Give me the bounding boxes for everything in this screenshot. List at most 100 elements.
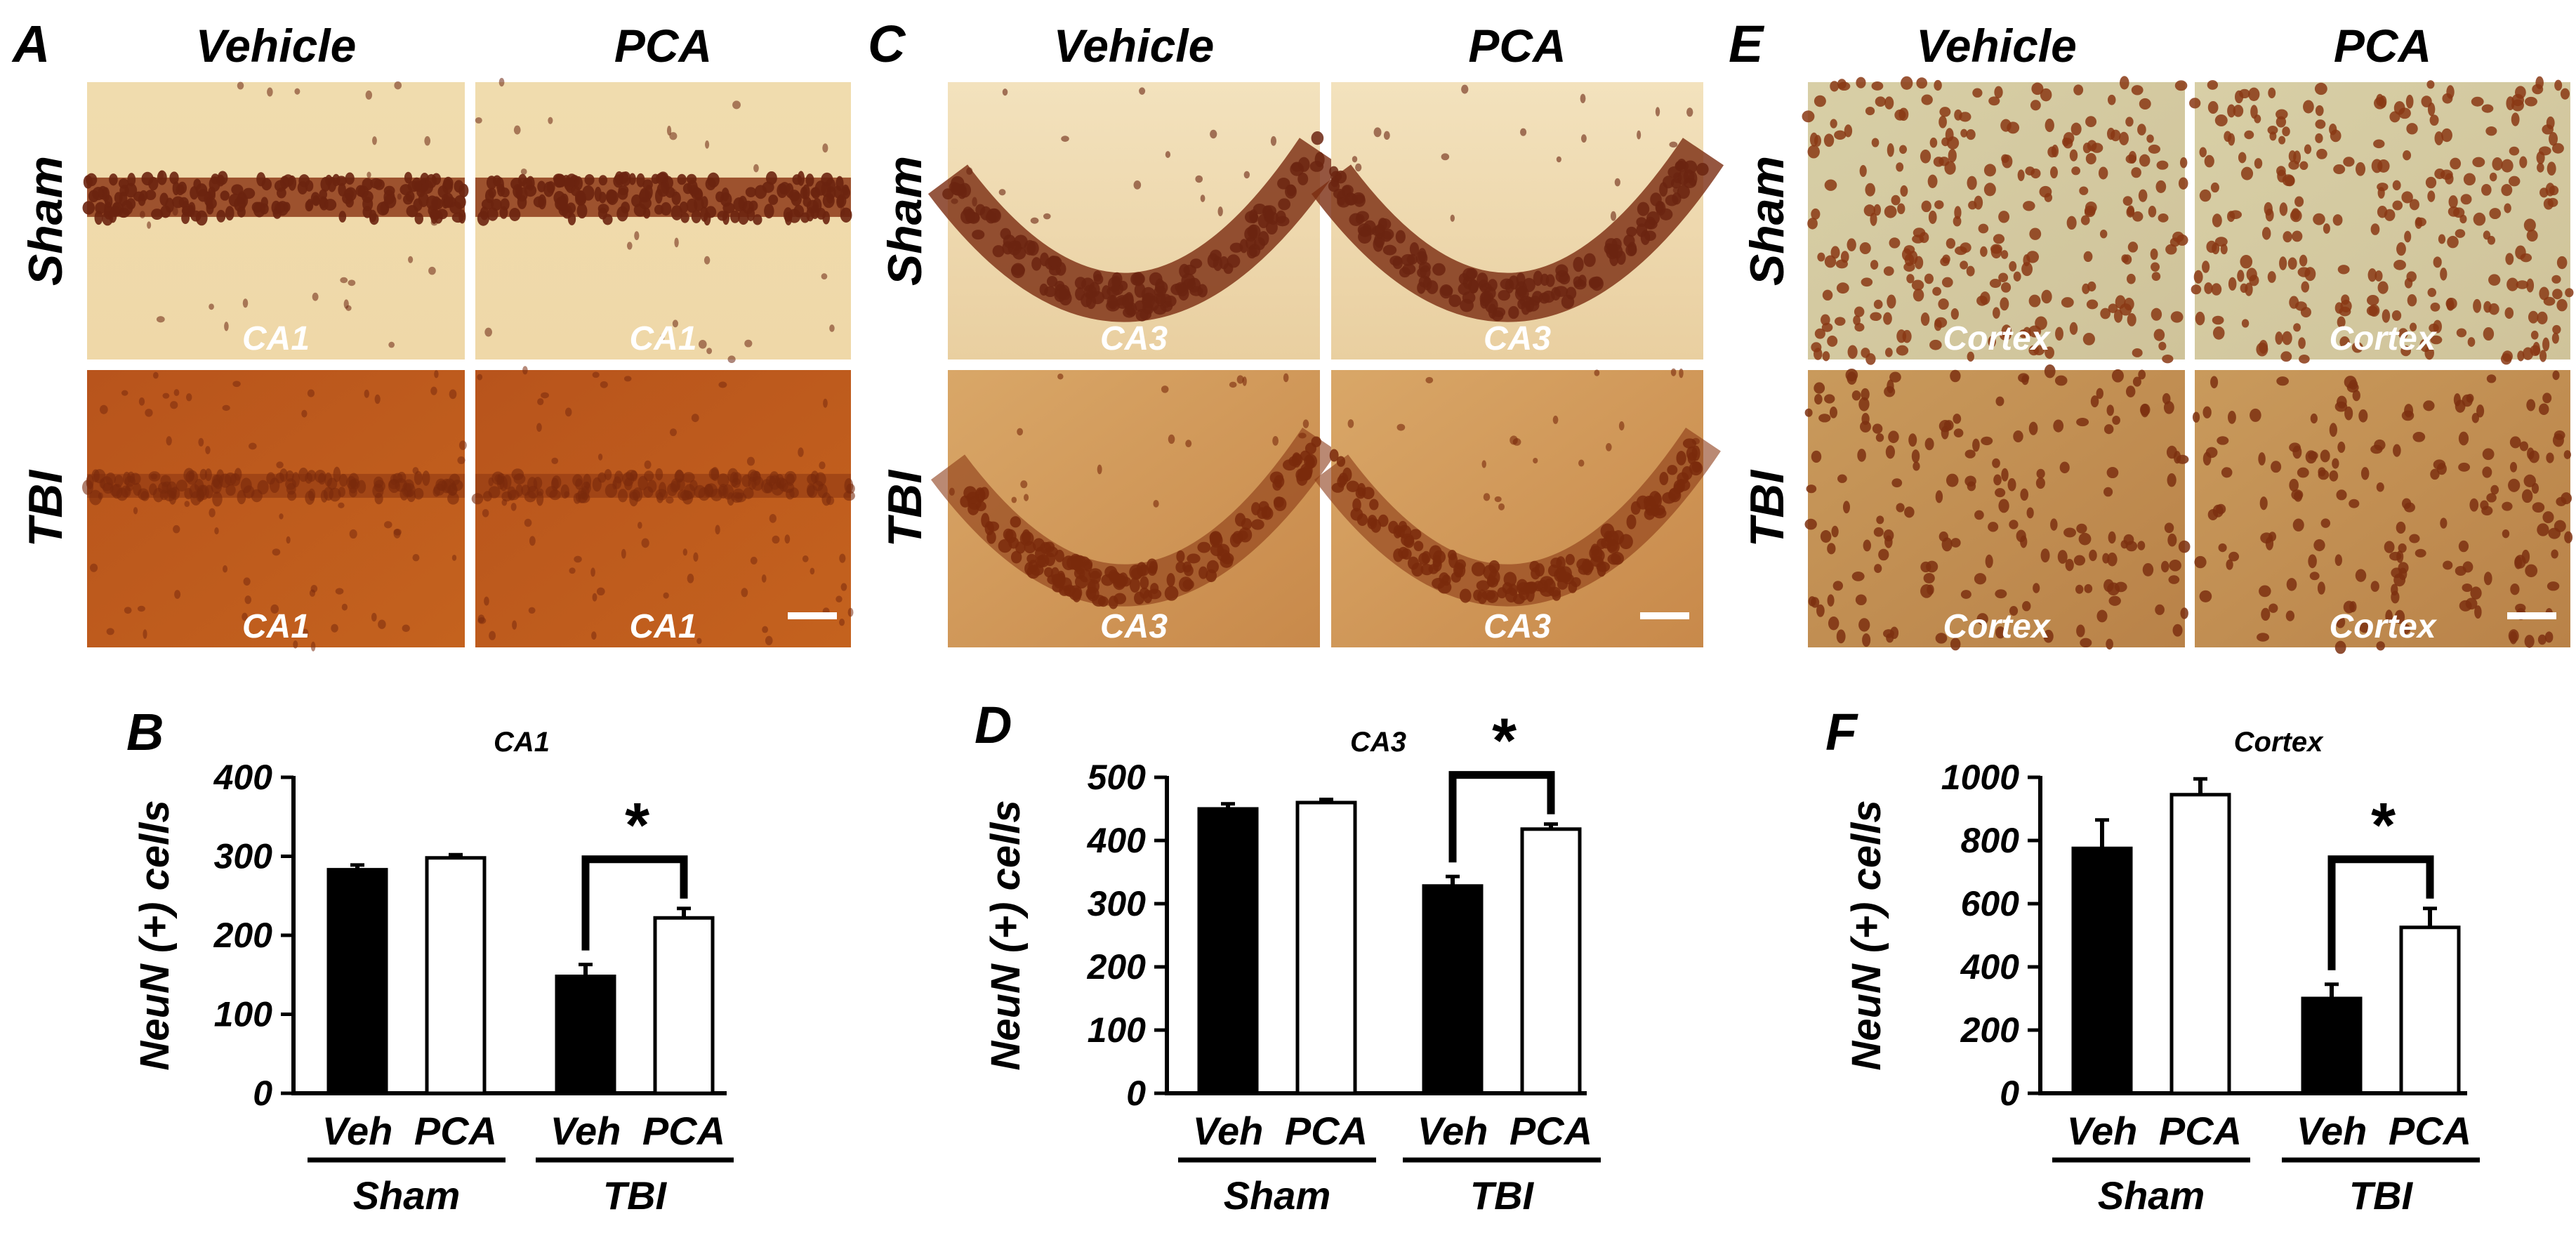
significance-star: * xyxy=(2368,791,2396,861)
significance-star: * xyxy=(1489,706,1517,777)
bar-pca-sham xyxy=(1295,800,1357,1095)
micrograph-tbi-pca: Cortex xyxy=(2192,370,2573,654)
x-tick-label: Veh xyxy=(1418,1109,1488,1153)
y-tick-label: 600 xyxy=(1961,884,2020,923)
bar-pca-tbi xyxy=(1520,827,1582,1095)
y-tick-label: 1000 xyxy=(1941,758,2019,797)
bar-veh-sham xyxy=(2071,846,2133,1095)
y-tick-label: 300 xyxy=(214,837,273,876)
bar-pca-sham xyxy=(425,856,487,1095)
y-tick-label: 300 xyxy=(1088,884,1147,923)
significance-bracket xyxy=(1448,771,1555,863)
group-label-tbi: TBI xyxy=(1470,1173,1535,1218)
scale-bar xyxy=(788,612,837,619)
region-label: Cortex xyxy=(1943,320,2051,357)
x-tick-label: Veh xyxy=(322,1109,393,1153)
bar-veh-sham xyxy=(1197,807,1259,1095)
y-tick-label: 200 xyxy=(1087,947,1147,987)
region-label: CA3 xyxy=(1100,320,1168,357)
x-tick-label: Veh xyxy=(2297,1109,2367,1153)
x-tick-label: Veh xyxy=(1193,1109,1264,1153)
scale-bar xyxy=(2507,612,2556,619)
panel-letter-D: D xyxy=(975,696,1012,754)
micrograph-tbi-vehicle: CA3 xyxy=(930,370,1337,647)
y-tick-label: 100 xyxy=(214,995,273,1034)
panel-letter-B: B xyxy=(126,703,164,761)
x-tick-label: Veh xyxy=(550,1109,621,1153)
y-tick-label: 100 xyxy=(1088,1010,1147,1050)
column-label-pca: PCA xyxy=(614,20,712,72)
micrograph-tbi-vehicle: Cortex xyxy=(1804,364,2191,651)
region-label: CA1 xyxy=(629,608,696,645)
row-label-tbi: TBI xyxy=(1741,469,1794,548)
bar-chart-B: B CA1 NeuN (+) cells 0 100 200 300 400 Veh PCA Veh… xyxy=(126,703,734,1218)
panel-letter-E: E xyxy=(1729,15,1765,73)
row-label-tbi: TBI xyxy=(878,469,932,548)
bar-pca-sham xyxy=(2169,793,2231,1095)
micrograph-sham-pca: CA1 xyxy=(475,77,852,364)
region-label: CA3 xyxy=(1100,608,1168,645)
bar-veh-sham xyxy=(326,868,388,1095)
bar-pca-tbi xyxy=(2399,925,2461,1095)
y-tick-label: 400 xyxy=(1087,821,1147,860)
panel-letter-F: F xyxy=(1825,703,1858,761)
y-tick-label: 800 xyxy=(1961,821,2020,860)
region-label: Cortex xyxy=(2329,608,2437,645)
panel-letter-A: A xyxy=(11,15,50,73)
y-tick-label: 200 xyxy=(1960,1010,2020,1050)
bar-pca-tbi xyxy=(653,916,715,1095)
panel-letter-C: C xyxy=(868,15,906,73)
y-axis-label: NeuN (+) cells xyxy=(1844,800,1889,1070)
chart-title: CA1 xyxy=(494,727,550,758)
row-label-tbi: TBI xyxy=(19,469,72,548)
group-label-tbi: TBI xyxy=(2349,1173,2414,1218)
row-label-sham: Sham xyxy=(1741,156,1794,286)
bar-chart-D: D CA3 NeuN (+) cells 0 100 200 300 400 500 Veh PCA… xyxy=(975,696,1601,1218)
micrograph-tbi-pca: CA3 xyxy=(1314,368,1721,647)
column-label-vehicle: Vehicle xyxy=(1916,20,2077,72)
y-tick-label: 400 xyxy=(213,758,273,797)
y-tick-label: 200 xyxy=(213,916,273,955)
micrograph-tbi-pca: CA1 xyxy=(471,366,855,647)
y-tick-label: 400 xyxy=(1960,947,2020,987)
region-label: Cortex xyxy=(1943,608,2051,645)
y-tick-label: 0 xyxy=(2000,1074,2019,1113)
micrograph-sham-pca: CA3 xyxy=(1311,82,1724,360)
x-tick-label: PCA xyxy=(2159,1109,2242,1153)
x-tick-label: PCA xyxy=(1285,1109,1368,1153)
row-label-sham: Sham xyxy=(19,156,72,286)
column-label-pca: PCA xyxy=(1468,20,1566,72)
group-label-sham: Sham xyxy=(2098,1173,2205,1218)
x-tick-label: PCA xyxy=(2389,1109,2471,1153)
x-tick-label: PCA xyxy=(1510,1109,1592,1153)
column-label-vehicle: Vehicle xyxy=(1054,20,1215,72)
micrograph-sham-vehicle: Cortex xyxy=(1802,76,2188,365)
column-label-pca: PCA xyxy=(2334,20,2431,72)
region-label: CA1 xyxy=(242,320,310,357)
significance-bracket xyxy=(581,855,688,951)
bar-veh-tbi xyxy=(555,975,616,1095)
bar-veh-tbi xyxy=(1422,884,1484,1095)
y-tick-label: 0 xyxy=(253,1074,272,1113)
y-tick-label: 500 xyxy=(1088,758,1147,797)
micrograph-sham-pca: Cortex xyxy=(2189,76,2574,365)
group-label-sham: Sham xyxy=(1224,1173,1331,1218)
region-label: CA3 xyxy=(1484,608,1551,645)
bar-chart-F: F Cortex NeuN (+) cells 0 200 400 600 800 1000 Ve… xyxy=(1825,703,2480,1218)
region-label: CA3 xyxy=(1484,320,1551,357)
x-tick-label: PCA xyxy=(414,1109,497,1153)
micrograph-sham-vehicle: CA3 xyxy=(927,82,1341,360)
micrograph-panel-E: E Vehicle PCA Sham TBI Cortex Cortex Cortex Cort… xyxy=(1729,15,2574,654)
chart-title: CA3 xyxy=(1350,727,1406,758)
y-axis-label: NeuN (+) cells xyxy=(132,800,178,1070)
group-label-tbi: TBI xyxy=(603,1173,668,1218)
group-label-sham: Sham xyxy=(353,1173,461,1218)
region-label: Cortex xyxy=(2329,320,2437,357)
region-label: CA1 xyxy=(629,320,696,357)
region-label: CA1 xyxy=(242,608,310,645)
row-label-sham: Sham xyxy=(878,156,932,286)
micrograph-tbi-vehicle: CA1 xyxy=(82,370,467,652)
micrograph-panel-A: A Vehicle PCA Sham TBI CA1 CA1 CA1 CA1 xyxy=(11,15,855,652)
significance-bracket xyxy=(2327,855,2434,970)
